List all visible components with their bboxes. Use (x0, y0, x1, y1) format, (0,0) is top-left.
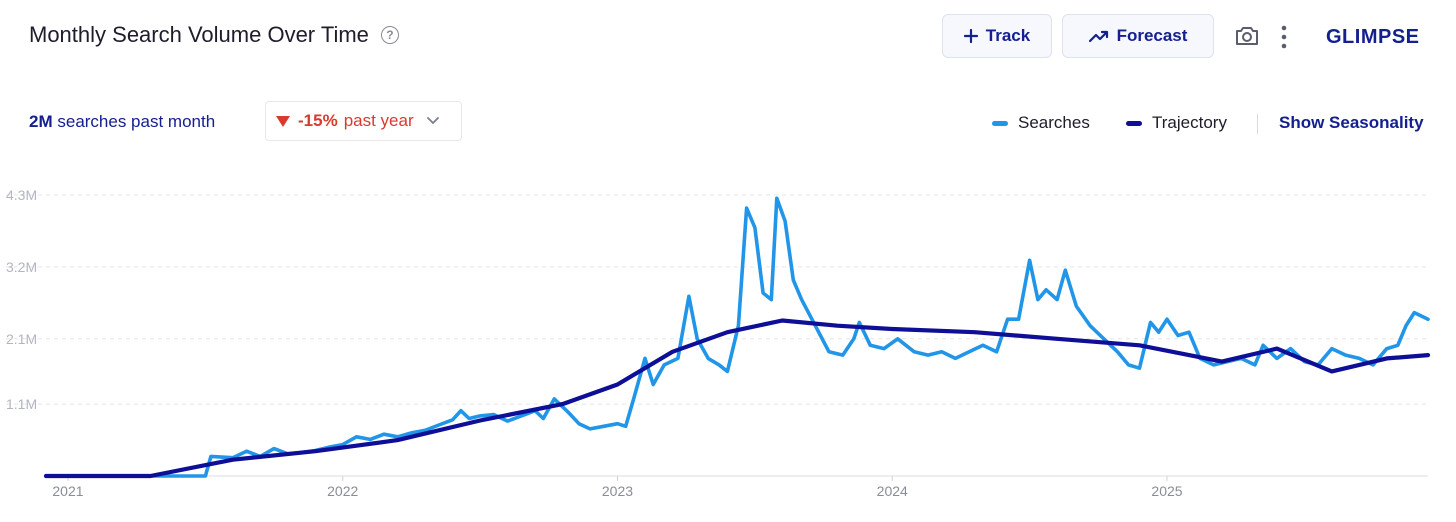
brand-logo: GLIMPSE (1326, 26, 1420, 48)
trajectory-line (43, 318, 1431, 479)
y-tick-label: 4.3M (6, 187, 37, 203)
legend-trajectory-label: Trajectory (1152, 113, 1227, 132)
x-tick-label: 2025 (1151, 483, 1182, 499)
y-tick-label: 3.2M (6, 259, 37, 275)
show-seasonality-link[interactable]: Show Seasonality (1279, 113, 1424, 132)
volume-text: searches past month (57, 112, 216, 131)
forecast-label: Forecast (1116, 26, 1188, 45)
y-tick-label: 1.1M (6, 396, 37, 412)
change-text: past year (343, 111, 414, 130)
legend-searches-label: Searches (1018, 113, 1090, 132)
track-button[interactable]: Track (942, 14, 1052, 58)
volume-summary: 2M searches past month (29, 112, 215, 132)
chevron-down-icon (426, 116, 440, 126)
legend-trajectory[interactable]: Trajectory (1126, 113, 1227, 133)
down-triangle-icon (276, 115, 290, 127)
x-tick-label: 2024 (877, 483, 908, 499)
forecast-button[interactable]: Forecast (1062, 14, 1214, 58)
track-label: Track (985, 26, 1031, 45)
page-title: Monthly Search Volume Over Time ? (29, 22, 399, 48)
volume-value: 2M (29, 112, 53, 131)
chart-title: Monthly Search Volume Over Time (29, 22, 369, 47)
y-tick-label: 2.1M (6, 331, 37, 347)
legend-searches[interactable]: Searches (992, 113, 1090, 133)
x-tick-label: 2021 (52, 483, 83, 499)
x-tick-label: 2023 (602, 483, 633, 499)
searches-swatch (992, 120, 1008, 126)
question-circle-icon[interactable]: ? (380, 26, 399, 44)
trajectory-swatch (1126, 120, 1142, 126)
legend-divider (1257, 114, 1258, 134)
camera-icon[interactable] (1234, 24, 1260, 53)
plus-icon (963, 29, 978, 43)
more-options-icon[interactable] (1278, 24, 1290, 55)
change-value: -15% (298, 111, 338, 130)
yearly-change-dropdown[interactable]: -15% past year (265, 101, 462, 141)
searches-line (44, 196, 1430, 478)
trend-up-icon (1088, 29, 1109, 43)
x-tick-label: 2022 (327, 483, 358, 499)
